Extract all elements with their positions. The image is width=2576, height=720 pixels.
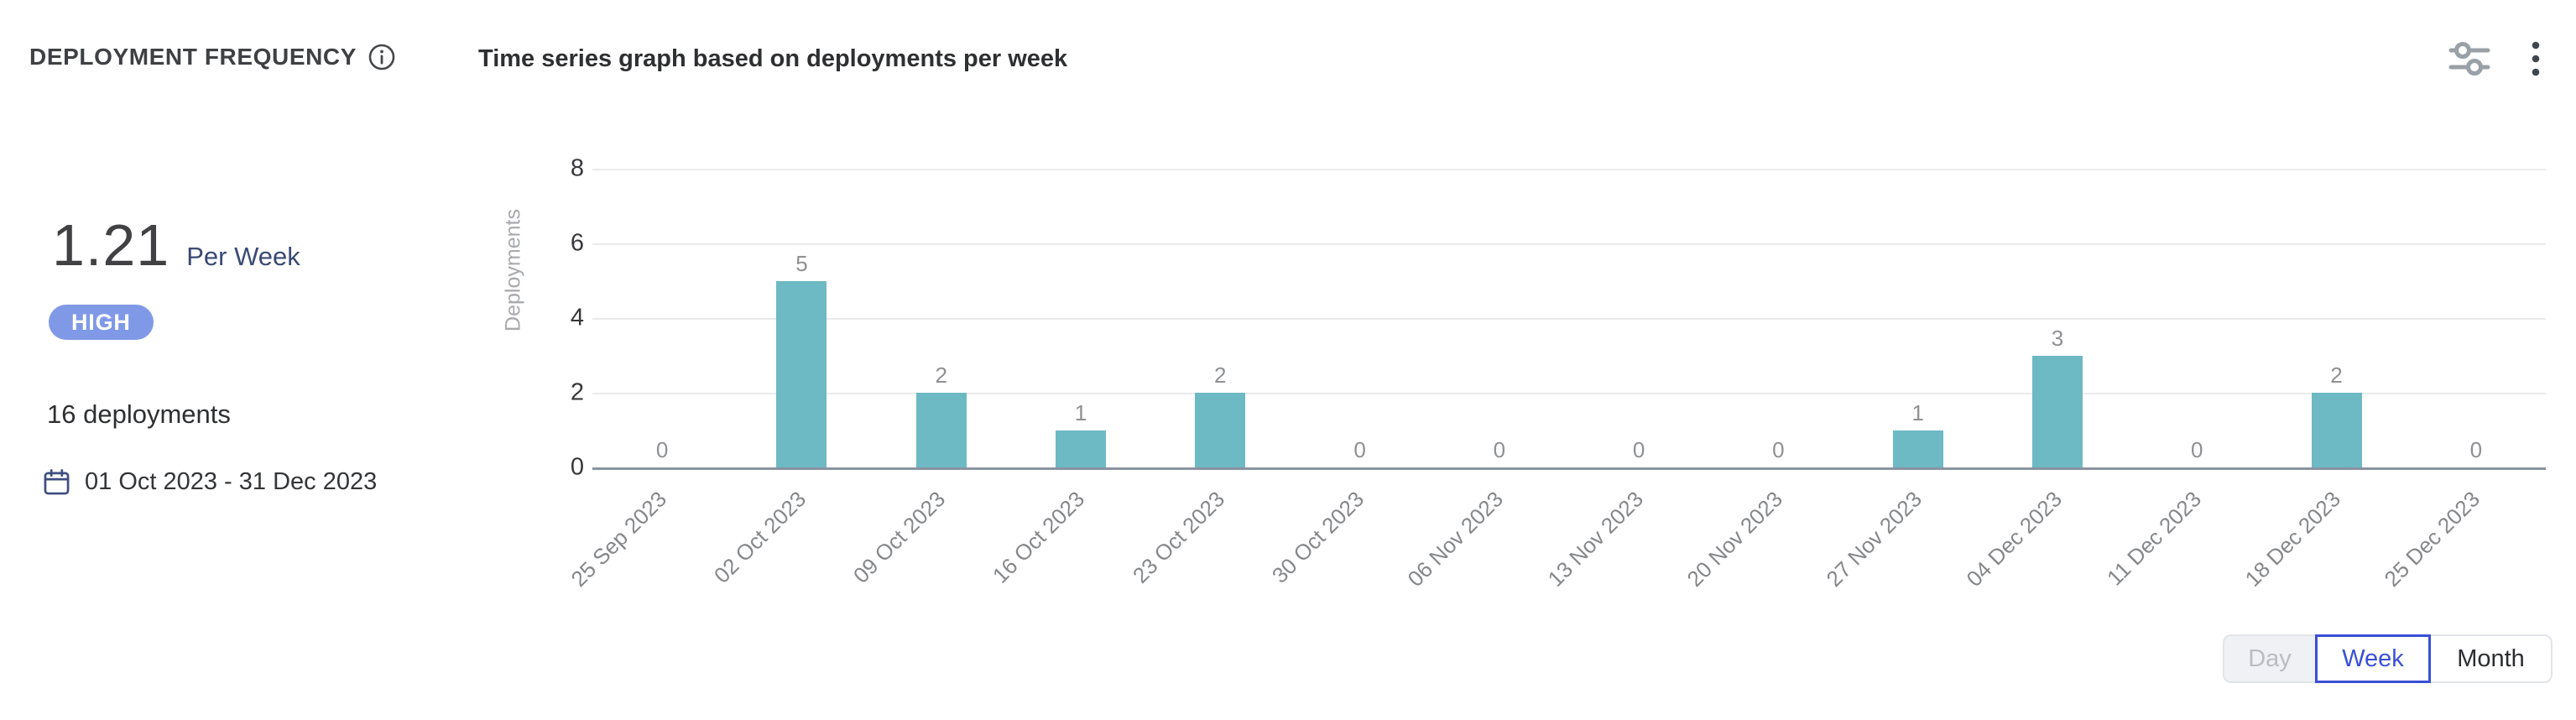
x-tick-slot: 23 Oct 2023 [1127,467,1290,635]
bar-slot: 3 [1988,169,2127,467]
bar-slot: 0 [1430,169,1569,467]
bar-value-label: 2 [1214,363,1227,388]
y-tick-label: 2 [570,378,584,406]
x-tick-slot: 25 Sep 2023 [566,467,732,635]
bar-slot: 2 [1150,169,1290,467]
x-tick-label: 25 Sep 2023 [566,486,671,592]
x-tick-slot: 18 Dec 2023 [2240,467,2406,635]
bar-slot: 0 [592,169,732,467]
x-tick-slot: 11 Dec 2023 [2102,467,2266,635]
kebab-menu-icon[interactable] [2527,37,2544,81]
card-title-text: DEPLOYMENT FREQUENCY [29,44,357,70]
metric-unit: Per Week [186,242,300,271]
deployments-total: 16 deployments [47,399,231,429]
x-tick-slot: 30 Oct 2023 [1267,467,1429,635]
x-tick-slot: 25 Dec 2023 [2380,467,2546,635]
metric-value: 1.21 [52,212,170,278]
gridline [592,243,2546,245]
x-tick-slot: 20 Nov 2023 [1682,467,1848,635]
toggle-day-button[interactable]: Day [2223,634,2315,683]
date-range-text: 01 Oct 2023 - 31 Dec 2023 [85,468,378,495]
bar-slot: 0 [2127,169,2266,467]
bar[interactable] [2311,393,2362,467]
bar[interactable] [915,393,967,467]
bar-value-label: 0 [1632,437,1645,462]
granularity-toggle: Day Week Month [2223,634,2553,683]
bars-row: 0 5 2 1 2 0 0 0 0 1 3 0 2 0 [592,169,2546,467]
bar[interactable] [776,280,827,467]
y-tick-label: 8 [570,154,584,182]
bar-value-label: 2 [2330,363,2343,388]
filter-sliders-icon[interactable] [2445,38,2494,80]
bar[interactable] [1892,430,1943,467]
toggle-month-button[interactable]: Month [2431,634,2553,683]
toggle-week-button[interactable]: Week [2315,634,2431,683]
calendar-icon [44,469,70,495]
bar[interactable] [2031,355,2083,467]
bar-value-label: 1 [1911,399,1924,425]
bar-value-label: 5 [795,250,808,276]
x-tick-slot: 27 Nov 2023 [1822,467,1988,635]
card-actions [2445,37,2544,81]
x-tick-slot: 02 Oct 2023 [709,467,871,635]
gridline [592,318,2546,320]
y-tick-label: 6 [570,229,584,257]
gridline [592,393,2546,394]
chart-subtitle: Time series graph based on deployments p… [478,45,1068,72]
plot-area: 0 5 2 1 2 0 0 0 0 1 3 0 2 0 [592,169,2546,470]
gridline [592,169,2546,170]
bar-slot: 5 [732,169,871,467]
bar-value-label: 3 [2051,325,2064,351]
bar-slot: 0 [1708,169,1848,467]
bar-slot: 0 [1290,169,1429,467]
info-icon[interactable] [368,44,395,70]
bar-value-label: 0 [1493,437,1506,462]
bar-slot: 2 [872,169,1011,467]
bar-slot: 1 [1849,169,1988,467]
bar[interactable] [1195,393,1246,467]
x-tick-slot: 16 Oct 2023 [988,467,1150,635]
bar-value-label: 1 [1074,399,1087,425]
bar-slot: 2 [2266,169,2406,467]
y-tick-label: 0 [570,453,584,481]
bar-value-label: 0 [2469,437,2483,462]
bar-value-label: 2 [935,363,947,388]
bar-value-label: 0 [1353,437,1366,462]
y-axis-ticks: 0 2 4 6 8 [503,155,584,481]
bar-value-label: 0 [1772,437,1785,462]
x-tick-slot: 06 Nov 2023 [1403,467,1569,635]
y-tick-label: 4 [570,304,584,331]
metric-row: 1.21 Per Week [52,211,300,279]
card-title: DEPLOYMENT FREQUENCY [29,44,395,70]
bar-slot: 1 [1011,169,1150,467]
x-axis-labels: 25 Sep 2023 02 Oct 2023 09 Oct 2023 16 Oct … [566,467,2546,635]
bar-slot: 0 [2407,169,2546,467]
status-badge: HIGH [49,305,154,340]
x-tick-slot: 13 Nov 2023 [1542,467,1708,635]
bar-value-label: 0 [2191,437,2203,462]
bar-slot: 0 [1569,169,1708,467]
bar-value-label: 0 [655,437,669,462]
x-tick-slot: 09 Oct 2023 [848,467,1011,635]
bar[interactable] [1055,430,1106,467]
x-tick-slot: 04 Dec 2023 [1961,467,2127,635]
date-range-row: 01 Oct 2023 - 31 Dec 2023 [44,468,377,496]
